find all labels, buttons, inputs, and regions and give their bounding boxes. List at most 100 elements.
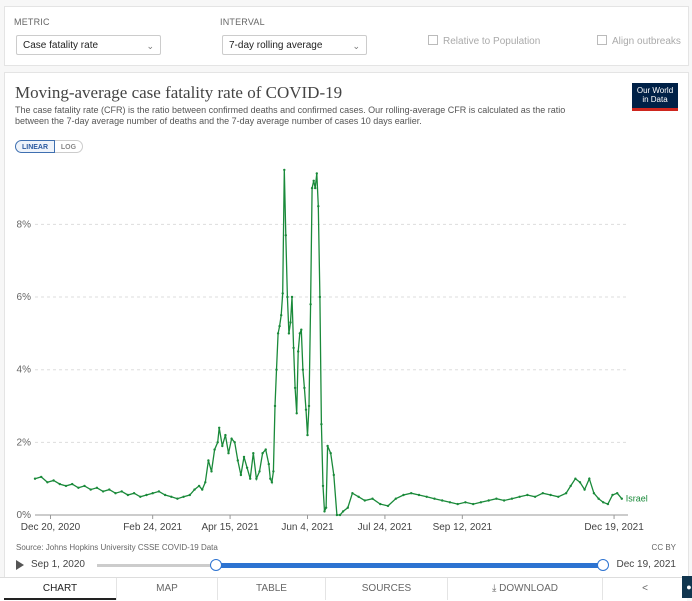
data-point — [357, 495, 360, 498]
tab-share[interactable]: < — [602, 578, 687, 600]
data-point — [151, 492, 154, 495]
data-point — [574, 477, 577, 480]
data-point — [207, 459, 210, 462]
tab-chart[interactable]: CHART — [4, 578, 116, 600]
data-point — [245, 466, 249, 469]
data-point — [249, 477, 252, 480]
data-point — [64, 484, 68, 488]
data-point — [379, 502, 382, 506]
data-point — [363, 499, 366, 502]
tab-download[interactable]: ⤓ DOWNLOAD — [447, 578, 602, 600]
play-icon[interactable] — [16, 560, 24, 570]
data-point — [495, 497, 498, 500]
data-point — [425, 495, 428, 498]
data-point — [541, 492, 544, 495]
data-point — [583, 488, 586, 491]
data-point — [170, 495, 173, 498]
data-point — [487, 499, 490, 502]
data-point — [89, 488, 92, 491]
interval-label: INTERVAL — [220, 17, 265, 27]
data-point — [518, 495, 521, 498]
x-tick-label: Feb 24, 2021 — [123, 522, 182, 533]
data-point — [309, 303, 312, 306]
align-outbreaks-checkbox[interactable]: Align outbreaks — [597, 35, 681, 48]
timeline-start-handle[interactable] — [210, 559, 222, 571]
data-point — [502, 499, 506, 502]
share-icon: < — [642, 583, 648, 594]
data-point — [456, 502, 459, 506]
checkbox-icon — [597, 35, 607, 45]
data-point — [95, 486, 99, 489]
tab-table[interactable]: TABLE — [217, 578, 325, 600]
tab-download-label: DOWNLOAD — [499, 583, 559, 594]
data-point — [286, 295, 289, 299]
y-tick-label: 2% — [17, 437, 32, 448]
checkbox-icon — [428, 35, 438, 45]
data-point — [46, 481, 49, 484]
data-point — [216, 441, 219, 444]
data-point — [564, 492, 568, 495]
linear-scale-button[interactable]: LINEAR — [15, 140, 55, 153]
data-point — [233, 441, 236, 444]
data-point — [307, 404, 311, 408]
data-point — [448, 501, 452, 504]
data-point — [479, 501, 483, 504]
data-point — [77, 486, 80, 489]
chart-title: Moving-average case fatality rate of COV… — [15, 83, 343, 102]
data-point — [176, 497, 179, 500]
timeline-start-label: Sep 1, 2020 — [31, 559, 85, 570]
x-tick-label: Dec 20, 2020 — [21, 522, 81, 533]
data-point — [193, 488, 196, 491]
relative-to-population-checkbox[interactable]: Relative to Population — [428, 35, 540, 48]
log-scale-button[interactable]: LOG — [55, 140, 83, 153]
owid-logo[interactable]: Our World in Data — [632, 83, 678, 111]
data-point — [329, 452, 332, 455]
timeline: Sep 1, 2020 Dec 19, 2021 — [5, 555, 688, 579]
data-point — [267, 462, 270, 466]
data-point — [410, 492, 413, 495]
y-tick-label: 4% — [17, 365, 32, 376]
data-point — [163, 493, 167, 497]
data-point — [315, 172, 318, 175]
logo-line2: in Data — [642, 95, 668, 104]
data-point — [297, 350, 300, 353]
x-tick-label: Sep 12, 2021 — [433, 522, 493, 533]
data-point — [283, 168, 286, 172]
data-point — [227, 452, 230, 455]
data-point — [341, 510, 345, 513]
tab-sources[interactable]: SOURCES — [325, 578, 447, 600]
data-point — [289, 321, 292, 324]
data-point — [281, 292, 284, 295]
data-point — [210, 470, 213, 473]
data-point — [620, 497, 623, 500]
data-point — [272, 470, 275, 473]
data-point — [275, 368, 278, 371]
data-point — [417, 493, 421, 497]
tab-map[interactable]: MAP — [116, 578, 217, 600]
interval-select[interactable]: 7-day rolling average ⌄ — [222, 35, 367, 55]
chart-card: Moving-average case fatality rate of COV… — [4, 72, 689, 579]
data-point — [602, 501, 605, 504]
data-point — [557, 495, 560, 498]
data-point — [323, 510, 326, 513]
data-point — [261, 452, 264, 455]
data-point — [549, 493, 552, 497]
metric-select[interactable]: Case fatality rate ⌄ — [16, 35, 161, 55]
timeline-end-handle[interactable] — [597, 559, 609, 571]
x-tick-label: Jun 4, 2021 — [281, 522, 334, 533]
data-point — [126, 493, 130, 497]
data-point — [293, 386, 297, 390]
series-line-israel[interactable] — [34, 169, 623, 516]
data-point — [40, 475, 43, 479]
data-point — [433, 497, 436, 500]
chevron-down-icon: ⌄ — [352, 41, 360, 51]
data-point — [386, 504, 390, 508]
timeline-selected-range[interactable] — [217, 563, 604, 568]
data-point — [258, 470, 261, 473]
data-point — [201, 488, 204, 491]
feedback-icon[interactable]: ● — [682, 576, 692, 598]
data-point — [145, 493, 148, 497]
data-point — [224, 433, 227, 437]
data-point — [616, 492, 619, 495]
data-point — [510, 497, 514, 500]
